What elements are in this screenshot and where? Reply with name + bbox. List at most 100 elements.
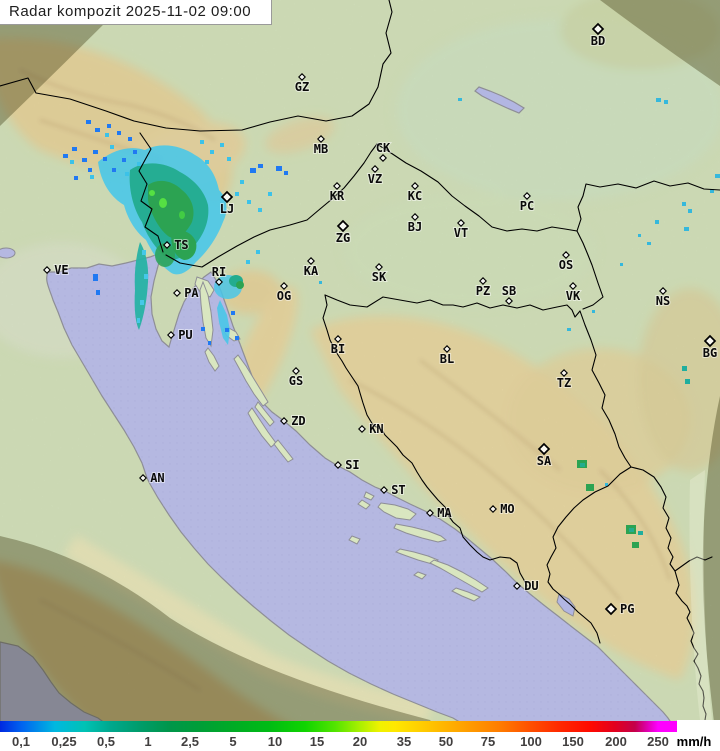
city-marker-VT: VT — [453, 219, 469, 241]
city-marker-BG: BG — [702, 334, 718, 361]
legend-right-mask — [677, 720, 720, 732]
city-label-SI: SI — [345, 458, 359, 472]
border-montenegro-west — [546, 466, 632, 644]
city-diamond-icon — [443, 345, 451, 353]
city-marker-TZ: TZ — [556, 369, 572, 391]
city-marker-VK: VK — [565, 282, 582, 304]
city-label-BG: BG — [703, 346, 717, 360]
border-danube — [576, 230, 604, 310]
city-marker-PC: PC — [519, 192, 535, 214]
city-label-GZ: GZ — [295, 80, 309, 94]
city-marker-ST: ST — [380, 482, 407, 498]
city-diamond-icon — [479, 277, 487, 285]
border-albania — [674, 570, 707, 721]
city-diamond-icon — [560, 369, 568, 377]
city-diamond-icon — [215, 278, 223, 286]
city-diamond-icon — [298, 73, 306, 81]
city-label-ST: ST — [391, 483, 405, 497]
city-marker-PU: PU — [167, 327, 194, 343]
city-label-MO: MO — [500, 502, 514, 516]
city-diamond-icon — [411, 213, 419, 221]
city-label-KC: KC — [408, 189, 422, 203]
city-label-RI: RI — [212, 265, 226, 279]
city-label-PC: PC — [520, 199, 534, 213]
intensity-gradient-bar — [0, 721, 677, 732]
scale-tick-label-20: 20 — [352, 734, 368, 749]
city-label-KA: KA — [304, 264, 319, 278]
city-marker-GZ: GZ — [294, 73, 310, 95]
city-label-VE: VE — [54, 263, 68, 277]
city-marker-KN: KN — [358, 421, 385, 437]
city-marker-OS: OS — [558, 251, 574, 273]
scale-tick-label-100: 100 — [520, 734, 542, 749]
cities-layer: BD GZ MB CK VZ KR KC PC LJ BJ VT ZG TS OS KA SK VE PZ RI VK… — [43, 22, 718, 617]
city-marker-LJ: LJ — [219, 190, 235, 217]
scale-tick-label-15: 15 — [309, 734, 325, 749]
city-label-CK: CK — [376, 141, 391, 155]
city-label-MB: MB — [314, 142, 328, 156]
city-diamond-icon — [139, 474, 147, 482]
city-label-PG: PG — [620, 602, 634, 616]
city-label-VT: VT — [454, 226, 468, 240]
city-marker-SB: SB — [501, 283, 517, 305]
city-marker-KA: KA — [303, 257, 320, 279]
city-label-AN: AN — [150, 471, 164, 485]
scale-tick-label-150: 150 — [562, 734, 584, 749]
city-marker-TS: TS — [163, 237, 190, 253]
city-marker-SK: SK — [371, 263, 388, 285]
city-marker-VE: VE — [43, 262, 70, 278]
scale-tick-label-200: 200 — [605, 734, 627, 749]
legend-label-strip: 0,1 0,25 0,5 1 2,5 5 10 15 20 35 50 75 100 150 200 250 m… — [0, 732, 720, 751]
city-diamond-icon — [426, 509, 434, 517]
city-label-GS: GS — [289, 374, 303, 388]
scale-unit-label: mm/h — [676, 734, 712, 749]
city-label-ZG: ZG — [336, 231, 350, 245]
scale-tick-label-10: 10 — [267, 734, 283, 749]
city-label-TZ: TZ — [557, 376, 571, 390]
border-slovenia-croatia — [165, 143, 378, 268]
title-text: Radar kompozit 2025-11-02 09:00 — [9, 3, 252, 20]
border-hungary-serbia — [576, 180, 720, 232]
country-borders-layer — [0, 0, 720, 721]
city-marker-RI: RI — [211, 264, 227, 286]
city-marker-DU: DU — [513, 578, 540, 594]
city-diamond-icon — [43, 266, 51, 274]
city-marker-PZ: PZ — [475, 277, 491, 299]
city-label-BJ: BJ — [408, 220, 422, 234]
city-marker-MO: MO — [489, 501, 516, 517]
city-label-BD: BD — [591, 34, 605, 48]
border-sava — [324, 294, 581, 318]
city-label-KN: KN — [369, 422, 383, 436]
city-marker-VZ: VZ — [367, 165, 383, 187]
city-diamond-icon — [659, 287, 667, 295]
city-marker-ZD: ZD — [280, 413, 307, 429]
scale-tick-label-35: 35 — [396, 734, 412, 749]
city-diamond-icon — [334, 461, 342, 469]
border-drina — [579, 310, 632, 468]
small-lagoon — [0, 247, 16, 259]
city-label-BL: BL — [440, 352, 454, 366]
city-marker-AN: AN — [139, 470, 166, 486]
city-diamond-icon — [411, 182, 419, 190]
border-italy-slovenia — [138, 132, 164, 253]
city-diamond-icon — [523, 192, 531, 200]
border-montenegro-east — [630, 466, 713, 572]
city-marker-NS: NS — [655, 287, 671, 309]
lake-balaton — [474, 86, 525, 114]
city-label-LJ: LJ — [220, 202, 234, 216]
scale-tick-label-75: 75 — [480, 734, 496, 749]
city-diamond-icon — [380, 486, 388, 494]
city-marker-PA: PA — [173, 285, 200, 301]
city-diamond-icon — [317, 135, 325, 143]
city-label-PU: PU — [178, 328, 192, 342]
city-marker-GS: GS — [288, 367, 304, 389]
city-diamond-icon — [307, 257, 315, 265]
city-label-NS: NS — [656, 294, 670, 308]
intensity-legend: 0,1 0,25 0,5 1 2,5 5 10 15 20 35 50 75 100 150 200 250 m… — [0, 720, 720, 751]
city-label-SA: SA — [537, 454, 552, 468]
city-label-BI: BI — [331, 342, 345, 356]
city-diamond-icon — [358, 425, 366, 433]
city-diamond-icon — [379, 154, 387, 162]
